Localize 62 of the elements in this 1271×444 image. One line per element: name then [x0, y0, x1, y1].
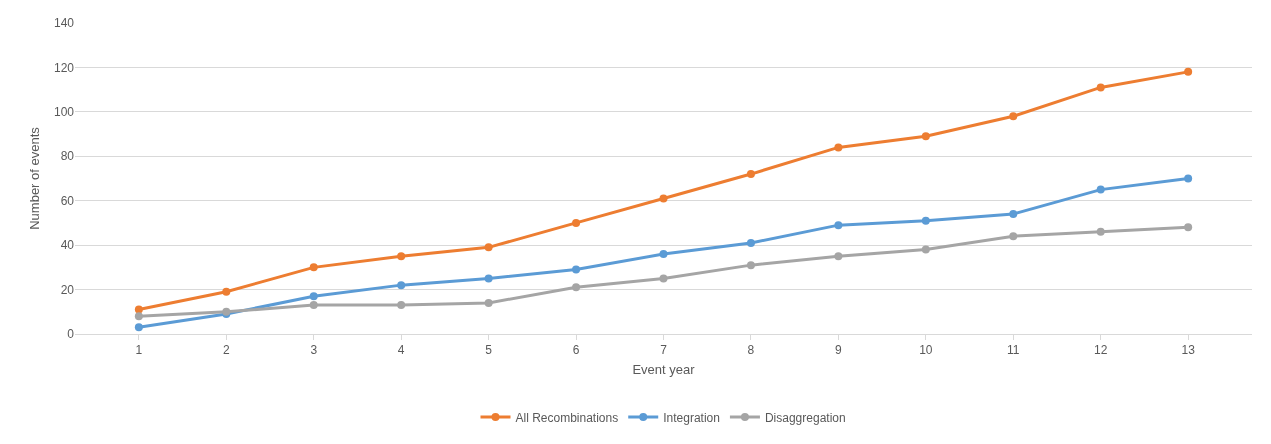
- x-tick-label: 10: [919, 343, 933, 358]
- x-tick-label: 5: [485, 343, 493, 358]
- point: [397, 252, 406, 261]
- point: [572, 283, 581, 292]
- y-tick-label: 80: [60, 149, 75, 164]
- point: [397, 281, 406, 290]
- point: [921, 132, 930, 141]
- point: [309, 263, 318, 272]
- x-tick-label: 1: [135, 343, 143, 358]
- x-tick-label: 13: [1181, 343, 1196, 358]
- point: [746, 170, 755, 179]
- point: [572, 265, 581, 274]
- point: [484, 298, 493, 307]
- y-tick-label: 20: [60, 282, 75, 297]
- point: [1096, 227, 1105, 236]
- y-tick-label: 60: [60, 193, 75, 208]
- point: [572, 218, 581, 227]
- x-tick-label: 2: [222, 343, 230, 358]
- x-tick-label: 9: [835, 343, 843, 358]
- point: [309, 301, 318, 310]
- point: [1009, 232, 1018, 241]
- legend-label: All Recombinations: [515, 410, 619, 425]
- x-tick-label: 7: [660, 343, 668, 358]
- point: [1009, 112, 1018, 121]
- point: [1184, 223, 1193, 232]
- point: [397, 301, 406, 310]
- y-tick-label: 120: [53, 60, 75, 75]
- point: [1184, 67, 1193, 76]
- point: [659, 274, 668, 283]
- point: [222, 287, 231, 296]
- x-tick-label: 6: [572, 343, 580, 358]
- point: [746, 238, 755, 247]
- x-tick-label: 12: [1094, 343, 1108, 358]
- x-tick-label: 4: [397, 343, 405, 358]
- point: [309, 292, 318, 301]
- y-tick-label: 0: [67, 327, 75, 342]
- point: [659, 250, 668, 259]
- legend-label: Integration: [663, 410, 720, 425]
- point: [1184, 174, 1193, 183]
- point: [921, 216, 930, 225]
- point: [834, 221, 843, 230]
- point: [834, 143, 843, 152]
- point: [1096, 185, 1105, 194]
- point: [134, 323, 143, 332]
- x-tick-label: 11: [1007, 343, 1020, 358]
- point: [484, 274, 493, 283]
- point: [484, 243, 493, 252]
- point: [1009, 210, 1018, 219]
- y-tick-label: 40: [60, 238, 75, 253]
- x-axis-title: Event year: [632, 362, 696, 377]
- point: [1096, 83, 1105, 92]
- point: [834, 252, 843, 261]
- point: [659, 194, 668, 203]
- y-tick-label: 140: [53, 16, 75, 31]
- legend-label: Disaggregation: [764, 410, 846, 425]
- y-tick-label: 100: [53, 105, 75, 120]
- point: [746, 261, 755, 270]
- x-tick-label: 3: [310, 343, 318, 358]
- point: [134, 312, 143, 321]
- point: [921, 245, 930, 254]
- x-tick-label: 8: [747, 343, 755, 358]
- y-axis-title: Number of events: [27, 126, 42, 230]
